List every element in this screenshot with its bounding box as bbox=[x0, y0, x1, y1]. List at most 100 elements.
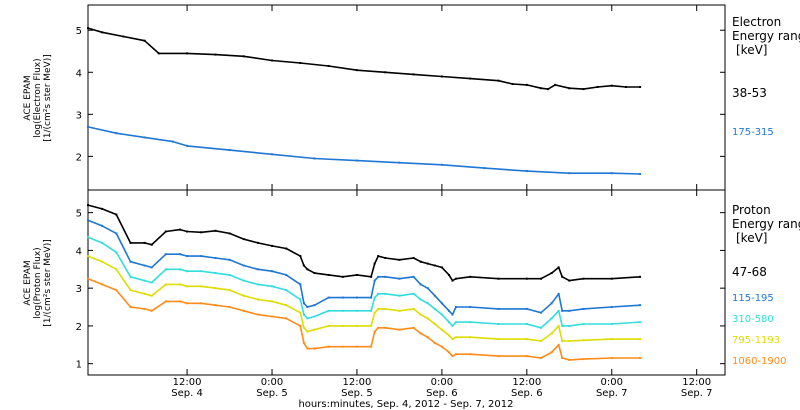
proton-panel-frame bbox=[87, 189, 726, 376]
electron-data-point bbox=[568, 87, 571, 90]
proton-data-point bbox=[610, 323, 613, 326]
proton-data-point bbox=[451, 313, 454, 316]
proton-data-point bbox=[373, 311, 376, 314]
proton-data-point bbox=[129, 289, 132, 292]
proton-data-point bbox=[115, 251, 118, 254]
proton-data-point bbox=[451, 279, 454, 282]
electron-data-point bbox=[525, 83, 528, 86]
proton-data-point bbox=[561, 309, 564, 312]
electron-ylabel: ACE EPAM log(Electron Flux) [1/(cm²s ste… bbox=[23, 54, 53, 141]
proton-data-point bbox=[271, 244, 274, 247]
proton-data-point bbox=[419, 332, 422, 335]
proton-data-point bbox=[582, 307, 585, 310]
proton-ytick-label: 1 bbox=[76, 360, 82, 371]
proton-data-point bbox=[306, 317, 309, 320]
proton-data-point bbox=[299, 311, 302, 314]
proton-data-point bbox=[150, 266, 153, 269]
proton-data-point bbox=[242, 238, 245, 241]
electron-legend-title-line1: Electron bbox=[732, 15, 781, 29]
proton-data-point bbox=[412, 275, 415, 278]
proton-data-point bbox=[129, 275, 132, 278]
proton-data-point bbox=[451, 355, 454, 358]
proton-data-point bbox=[242, 264, 245, 267]
proton-data-point bbox=[384, 292, 387, 295]
proton-data-point bbox=[426, 336, 429, 339]
proton-data-point bbox=[285, 247, 288, 250]
proton-data-point bbox=[447, 273, 450, 276]
proton-data-point bbox=[370, 345, 373, 348]
proton-data-point bbox=[525, 338, 528, 341]
electron-data-point bbox=[511, 83, 514, 86]
proton-series-line bbox=[87, 277, 641, 361]
proton-data-point bbox=[497, 355, 500, 358]
proton-data-point bbox=[550, 272, 553, 275]
proton-data-point bbox=[355, 345, 358, 348]
proton-data-point bbox=[115, 268, 118, 271]
proton-data-point bbox=[557, 343, 560, 346]
proton-data-point bbox=[101, 260, 104, 263]
proton-data-point bbox=[582, 339, 585, 342]
proton-data-point bbox=[179, 268, 182, 271]
electron-data-point bbox=[547, 88, 550, 91]
proton-data-point bbox=[384, 307, 387, 310]
proton-data-point bbox=[447, 321, 450, 324]
proton-data-point bbox=[455, 321, 458, 324]
proton-data-point bbox=[426, 302, 429, 305]
proton-data-point bbox=[214, 256, 217, 259]
electron-data-point bbox=[87, 27, 89, 30]
proton-data-point bbox=[426, 317, 429, 320]
electron-series-line bbox=[87, 27, 641, 90]
proton-series-line bbox=[87, 219, 641, 316]
proton-data-point bbox=[639, 304, 642, 307]
proton-data-point bbox=[373, 296, 376, 299]
x-axis-title: hours:minutes, Sep. 4, 2012 - Sep. 7, 20… bbox=[298, 399, 513, 410]
proton-data-point bbox=[497, 307, 500, 310]
proton-data-point bbox=[228, 273, 231, 276]
proton-legend-title-line2: Energy range bbox=[732, 217, 800, 231]
proton-data-point bbox=[302, 302, 305, 305]
proton-data-point bbox=[568, 279, 571, 282]
electron-data-point bbox=[554, 83, 557, 86]
proton-data-point bbox=[186, 302, 189, 305]
proton-data-point bbox=[164, 283, 167, 286]
proton-data-point bbox=[87, 236, 89, 239]
proton-data-point bbox=[101, 207, 104, 210]
proton-data-point bbox=[101, 241, 104, 244]
proton-legend-title-line1: Proton bbox=[732, 203, 771, 217]
xtick-date-label: Sep. 5 bbox=[341, 388, 373, 399]
electron-legend-title: Electron Energy range [keV] bbox=[732, 15, 800, 57]
proton-data-point bbox=[355, 309, 358, 312]
proton-data-point bbox=[370, 275, 373, 278]
proton-data-point bbox=[302, 264, 305, 267]
xtick-time-label: 12:00 bbox=[173, 377, 202, 388]
electron-data-point bbox=[398, 161, 401, 164]
proton-data-point bbox=[327, 324, 330, 327]
electron-data-point bbox=[157, 52, 160, 55]
proton-data-point bbox=[455, 336, 458, 339]
proton-data-point bbox=[143, 307, 146, 310]
proton-legend-title-line3: [keV] bbox=[736, 231, 767, 245]
proton-data-point bbox=[271, 270, 274, 273]
proton-data-point bbox=[115, 213, 118, 216]
proton-data-point bbox=[271, 315, 274, 318]
electron-data-point bbox=[143, 39, 146, 42]
proton-data-point bbox=[313, 272, 316, 275]
proton-data-point bbox=[228, 232, 231, 235]
proton-data-point bbox=[87, 219, 89, 222]
electron-data-point bbox=[610, 172, 613, 175]
proton-data-point bbox=[186, 230, 189, 233]
proton-data-point bbox=[419, 313, 422, 316]
electron-data-point bbox=[101, 31, 104, 34]
electron-data-point bbox=[327, 64, 330, 67]
proton-data-point bbox=[164, 268, 167, 271]
proton-data-point bbox=[256, 313, 259, 316]
electron-data-point bbox=[469, 77, 472, 80]
proton-data-point bbox=[143, 264, 146, 267]
proton-ytick-label: 4 bbox=[76, 246, 82, 257]
proton-data-point bbox=[398, 258, 401, 261]
proton-data-point bbox=[285, 304, 288, 307]
proton-series-line bbox=[87, 236, 641, 329]
proton-data-point bbox=[327, 345, 330, 348]
proton-data-point bbox=[639, 275, 642, 278]
